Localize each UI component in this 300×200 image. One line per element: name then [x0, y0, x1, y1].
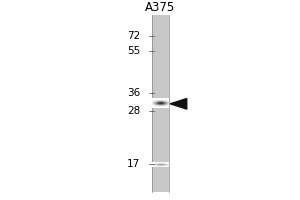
Bar: [152, 15, 169, 192]
Text: A375: A375: [146, 1, 176, 14]
Text: 17: 17: [127, 159, 140, 169]
Text: 55: 55: [127, 46, 140, 56]
Polygon shape: [170, 99, 187, 109]
Text: 36: 36: [127, 88, 140, 98]
Text: 28: 28: [127, 106, 140, 116]
Text: 72: 72: [127, 31, 140, 41]
